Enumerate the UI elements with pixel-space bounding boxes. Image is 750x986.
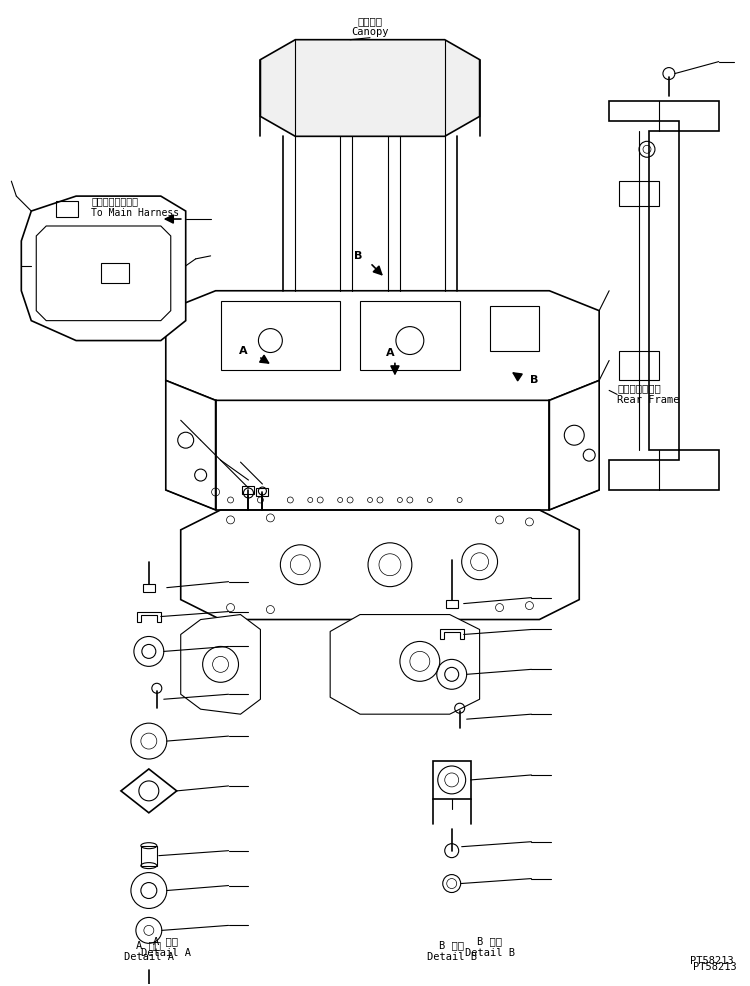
- Bar: [433, 761, 471, 799]
- Polygon shape: [21, 196, 186, 340]
- Text: A 詳細: A 詳細: [153, 937, 178, 947]
- Text: リヤーフレーム: リヤーフレーム: [617, 384, 661, 393]
- Polygon shape: [137, 611, 160, 621]
- Text: Canopy: Canopy: [351, 27, 388, 36]
- Bar: [619, 181, 659, 206]
- Bar: [446, 599, 458, 607]
- Text: PT58213: PT58213: [690, 956, 734, 966]
- Polygon shape: [166, 291, 599, 400]
- Polygon shape: [260, 39, 479, 136]
- Bar: [220, 301, 340, 371]
- Text: Detail A: Detail A: [124, 952, 174, 962]
- Text: B 詳細: B 詳細: [440, 941, 464, 951]
- Bar: [490, 306, 539, 351]
- Polygon shape: [330, 614, 479, 714]
- Text: Detail B: Detail B: [464, 949, 514, 958]
- Text: A 詳細: A 詳細: [136, 941, 161, 951]
- Text: メインハーネスへ: メインハーネスへ: [91, 196, 138, 206]
- Polygon shape: [549, 381, 599, 510]
- Polygon shape: [166, 381, 215, 510]
- Text: Detail B: Detail B: [427, 952, 477, 962]
- Polygon shape: [181, 510, 579, 619]
- Text: Detail A: Detail A: [141, 949, 190, 958]
- Bar: [142, 584, 154, 592]
- Bar: [242, 486, 254, 494]
- Text: B: B: [530, 376, 538, 386]
- Text: Rear Frame: Rear Frame: [617, 395, 680, 405]
- Text: B: B: [354, 250, 362, 261]
- Bar: [101, 263, 129, 283]
- Polygon shape: [609, 102, 718, 490]
- Text: A: A: [239, 345, 248, 356]
- Polygon shape: [121, 769, 177, 812]
- Polygon shape: [440, 629, 464, 640]
- Text: To Main Harness: To Main Harness: [91, 208, 179, 218]
- Text: B 詳細: B 詳細: [477, 937, 502, 947]
- Polygon shape: [36, 226, 171, 320]
- Bar: [56, 201, 78, 217]
- Text: A: A: [386, 347, 394, 358]
- Polygon shape: [181, 614, 260, 714]
- Bar: [619, 351, 659, 381]
- Bar: [256, 488, 268, 496]
- Bar: [141, 846, 157, 866]
- Text: PT58213: PT58213: [693, 962, 736, 972]
- Text: キャノピ: キャノピ: [358, 16, 382, 26]
- Bar: [360, 301, 460, 371]
